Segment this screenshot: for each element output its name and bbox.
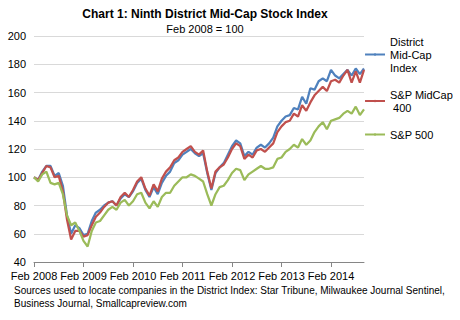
svg-text:Feb 2011: Feb 2011: [160, 270, 206, 282]
svg-text:400: 400: [390, 102, 411, 114]
svg-text:S&P MidCap: S&P MidCap: [390, 89, 453, 101]
svg-text:Feb 2014: Feb 2014: [308, 270, 354, 282]
svg-text:Index: Index: [390, 62, 417, 74]
svg-text:Chart 1: Ninth District Mid-Ca: Chart 1: Ninth District Mid-Cap Stock In…: [82, 7, 328, 21]
svg-text:Feb 2008: Feb 2008: [11, 270, 57, 282]
svg-text:Feb 2009: Feb 2009: [60, 270, 106, 282]
svg-text:Sources used to locate compani: Sources used to locate companies in the …: [14, 285, 448, 296]
svg-text:140: 140: [8, 115, 26, 127]
svg-text:Feb 2008 = 100: Feb 2008 = 100: [166, 23, 243, 35]
svg-text:Business Journal, Smallcaprevi: Business Journal, Smallcapreview.com: [14, 298, 187, 309]
svg-text:Mid-Cap: Mid-Cap: [390, 49, 435, 61]
svg-text:Feb 2012: Feb 2012: [209, 270, 255, 282]
svg-text:Feb 2013: Feb 2013: [258, 270, 304, 282]
svg-text:S&P 500: S&P 500: [390, 129, 433, 141]
svg-text:160: 160: [8, 87, 26, 99]
svg-text:Feb 2010: Feb 2010: [110, 270, 156, 282]
svg-text:District: District: [390, 36, 427, 48]
svg-text:80: 80: [14, 200, 26, 212]
svg-text:180: 180: [8, 58, 26, 70]
svg-text:100: 100: [8, 171, 26, 183]
svg-text:200: 200: [8, 30, 26, 42]
svg-text:60: 60: [14, 228, 26, 240]
svg-text:120: 120: [8, 143, 26, 155]
svg-text:40: 40: [14, 256, 26, 268]
